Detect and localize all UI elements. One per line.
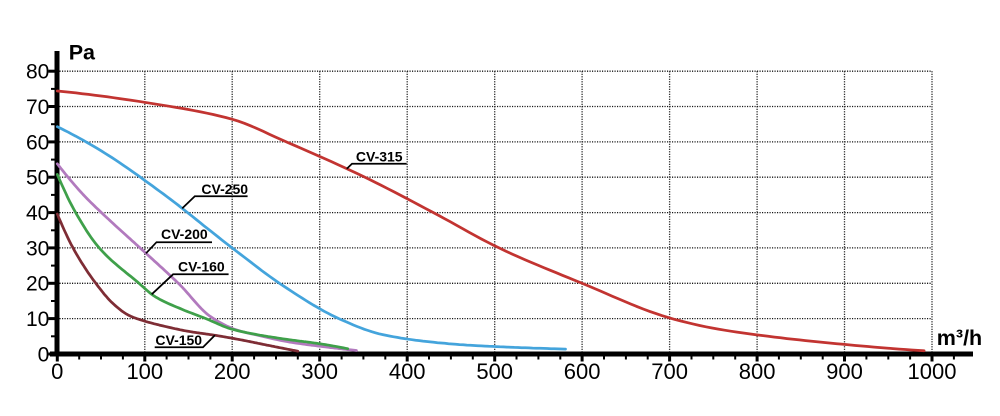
svg-text:m³/h: m³/h xyxy=(937,326,982,350)
svg-text:800: 800 xyxy=(739,359,776,384)
svg-text:700: 700 xyxy=(651,359,688,384)
svg-text:30: 30 xyxy=(26,237,49,260)
svg-text:500: 500 xyxy=(476,359,513,384)
svg-text:300: 300 xyxy=(301,359,338,384)
svg-text:900: 900 xyxy=(826,359,863,384)
svg-text:40: 40 xyxy=(26,202,49,225)
svg-text:10: 10 xyxy=(26,308,49,331)
svg-text:CV-250: CV-250 xyxy=(201,181,248,197)
svg-text:20: 20 xyxy=(26,273,49,296)
svg-text:200: 200 xyxy=(214,359,251,384)
svg-text:CV-315: CV-315 xyxy=(356,148,403,164)
svg-text:70: 70 xyxy=(26,96,49,119)
svg-text:1000: 1000 xyxy=(908,359,957,384)
svg-text:50: 50 xyxy=(26,167,49,190)
svg-text:400: 400 xyxy=(389,359,426,384)
svg-text:0: 0 xyxy=(38,343,50,366)
svg-text:100: 100 xyxy=(126,359,163,384)
svg-text:600: 600 xyxy=(564,359,601,384)
svg-text:80: 80 xyxy=(26,61,49,84)
svg-text:0: 0 xyxy=(51,359,63,384)
svg-text:60: 60 xyxy=(26,131,49,154)
svg-text:CV-160: CV-160 xyxy=(178,258,225,274)
svg-text:Pa: Pa xyxy=(69,40,96,64)
svg-text:CV-150: CV-150 xyxy=(155,332,202,348)
svg-text:CV-200: CV-200 xyxy=(161,226,208,242)
